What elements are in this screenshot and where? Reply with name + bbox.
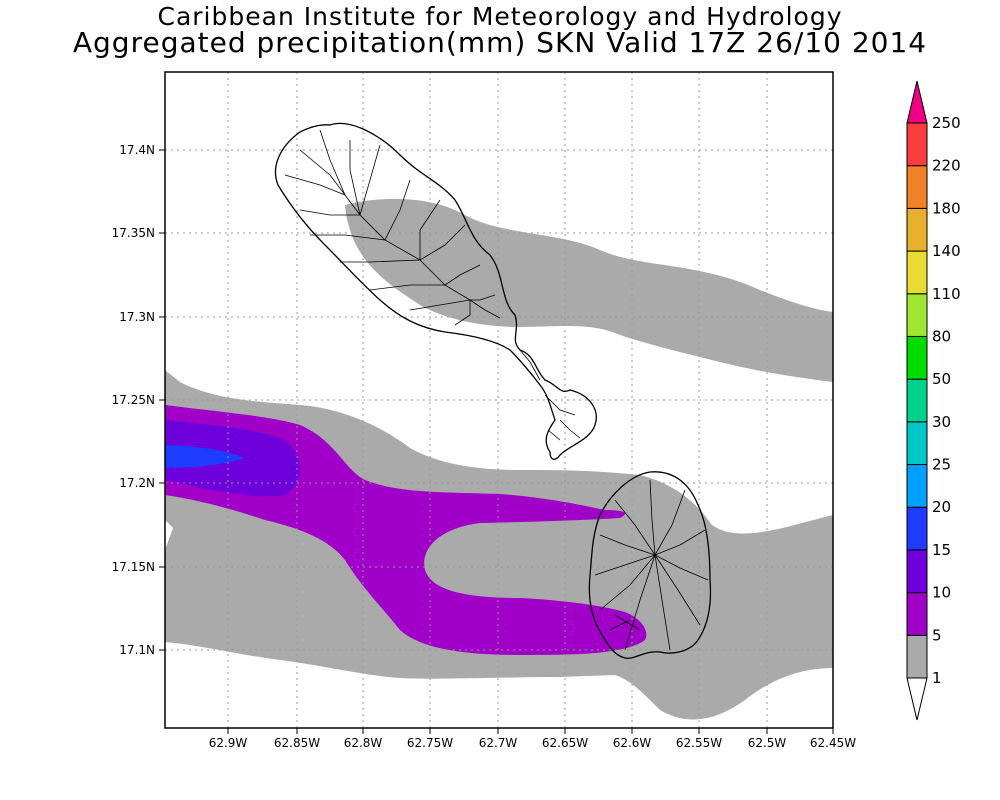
nevis-outline xyxy=(588,471,712,659)
legend-swatch xyxy=(906,207,928,252)
legend-level-label: 15 xyxy=(932,541,951,559)
y-tick-label: 17.3N xyxy=(119,310,155,324)
legend-level-label: 110 xyxy=(932,285,961,303)
legend-level-label: 220 xyxy=(932,157,961,175)
x-tick-label: 62.6W xyxy=(613,736,652,750)
tick-marks xyxy=(159,149,834,734)
legend-level-label: 140 xyxy=(932,242,961,260)
y-tick-label: 17.2N xyxy=(119,476,155,490)
legend-level-label: 10 xyxy=(932,584,951,602)
legend-swatch xyxy=(906,464,928,508)
legend-swatch xyxy=(906,250,928,295)
nevis-drainage xyxy=(594,479,709,651)
title-institute: Caribbean Institute for Meteorology and … xyxy=(157,2,843,31)
y-tick-label: 17.25N xyxy=(112,393,155,407)
legend-swatch xyxy=(906,122,928,167)
legend-swatch xyxy=(906,165,928,209)
legend-swatch xyxy=(906,293,928,337)
peninsula-drainage xyxy=(519,349,581,441)
legend-level-label: 180 xyxy=(932,199,961,217)
y-tick-label: 17.1N xyxy=(119,643,155,657)
legend-swatch xyxy=(906,335,928,380)
x-tick-label: 62.85W xyxy=(274,736,320,750)
legend-swatch xyxy=(906,506,928,551)
legend-swatch-highest xyxy=(906,80,928,124)
x-tick-label: 62.8W xyxy=(344,736,383,750)
precip-band-15-20 xyxy=(165,445,245,468)
x-axis-labels: 62.9W 62.85W 62.8W 62.75W 62.7W 62.65W 6… xyxy=(209,736,857,750)
legend-level-label: 80 xyxy=(932,327,951,345)
y-tick-label: 17.35N xyxy=(112,226,155,240)
x-tick-label: 62.65W xyxy=(542,736,588,750)
island-nevis xyxy=(588,471,712,659)
x-tick-label: 62.7W xyxy=(479,736,518,750)
legend-level-label: 5 xyxy=(932,626,942,644)
legend-swatch xyxy=(906,421,928,466)
island-st-kitts xyxy=(274,122,597,460)
legend-level-label: 1 xyxy=(932,669,942,687)
st-kitts-drainage xyxy=(284,129,501,326)
legend-level-label: 50 xyxy=(932,370,951,388)
x-tick-label: 62.45W xyxy=(810,736,856,750)
x-tick-label: 62.55W xyxy=(676,736,722,750)
y-tick-label: 17.4N xyxy=(119,143,155,157)
y-tick-label: 17.15N xyxy=(112,560,155,574)
legend-level-label: 30 xyxy=(932,413,951,431)
title-product: Aggregated precipitation(mm) SKN Valid 1… xyxy=(72,26,928,59)
legend-swatch xyxy=(906,592,928,636)
x-tick-label: 62.5W xyxy=(748,736,787,750)
legend-level-label: 20 xyxy=(932,498,951,516)
legend-level-label: 25 xyxy=(932,456,951,474)
legend-swatch xyxy=(906,549,928,594)
y-axis-labels: 17.4N 17.35N 17.3N 17.25N 17.2N 17.15N 1… xyxy=(112,143,155,657)
precip-band-1-5-north xyxy=(345,198,833,382)
legend-swatch-lowest xyxy=(906,677,928,721)
legend-level-label: 250 xyxy=(932,114,961,132)
x-tick-label: 62.9W xyxy=(209,736,248,750)
legend-swatch xyxy=(906,634,928,679)
gridlines xyxy=(165,72,833,728)
legend-swatch xyxy=(906,378,928,423)
x-tick-label: 62.75W xyxy=(407,736,453,750)
st-kitts-outline xyxy=(274,122,597,460)
precip-shading xyxy=(165,198,833,720)
